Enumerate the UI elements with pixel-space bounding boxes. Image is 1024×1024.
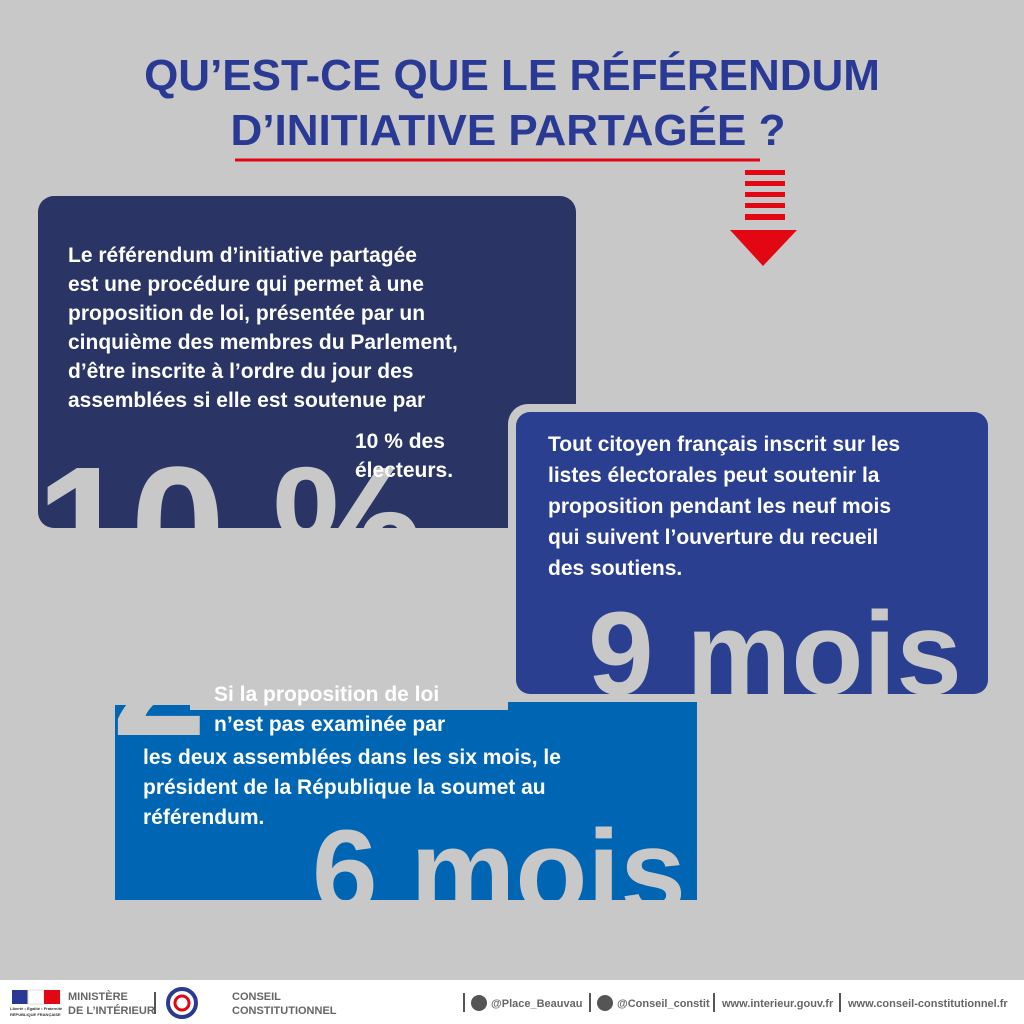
twitter-icon — [597, 995, 613, 1011]
council-logo — [166, 987, 198, 1019]
link: @Conseil_constit — [617, 998, 710, 1010]
text-line: proposition pendant les neuf mois — [548, 495, 891, 518]
text-line: cinquième des membres du Parlement, — [68, 331, 458, 354]
big-number: 9 mois — [588, 588, 962, 720]
text-line: des soutiens. — [548, 557, 682, 580]
motto: Liberté • Égalité • Fraternité — [10, 1006, 63, 1011]
link: @Place_Beauvau — [491, 998, 582, 1010]
text-line: électeurs. — [355, 459, 453, 482]
box — [516, 412, 988, 694]
council: CONSTITUTIONNEL — [232, 1005, 337, 1017]
text-line: Si la proposition de loi — [214, 683, 439, 706]
big-number: 10 % — [36, 432, 423, 622]
text-line: Le référendum d’initiative partagée — [68, 244, 417, 267]
link: www.conseil-constitutionnel.fr — [847, 998, 1008, 1010]
ministry: DE L’INTÉRIEUR — [68, 1004, 155, 1017]
box — [115, 702, 697, 900]
text-line: Tout citoyen français inscrit sur les — [548, 433, 900, 456]
title: D’INITIATIVE PARTAGÉE ? — [231, 105, 786, 155]
flag — [12, 990, 28, 1004]
flag — [44, 990, 60, 1004]
text-line: listes électorales peut soutenir la — [548, 464, 880, 487]
arrow — [730, 170, 797, 266]
text-line: assemblées si elle est soutenue par — [68, 389, 425, 412]
footer — [0, 980, 1024, 1024]
box — [38, 196, 576, 528]
motto: RÉPUBLIQUE FRANÇAISE — [10, 1012, 61, 1017]
text-line: est une procédure qui permet à une — [68, 273, 424, 296]
council: CONSEIL — [232, 991, 281, 1003]
text-line: référendum. — [143, 806, 264, 829]
text-line: 10 % des — [355, 430, 445, 453]
text-line: qui suivent l’ouverture du recueil — [548, 526, 878, 549]
ministry: MINISTÈRE — [68, 990, 128, 1003]
text-line: président de la République la soumet au — [143, 776, 546, 799]
flag — [27, 989, 45, 1005]
twitter-icon — [471, 995, 487, 1011]
link: www.interieur.gouv.fr — [721, 998, 834, 1010]
council-logo — [173, 994, 191, 1012]
title: QU’EST-CE QUE LE RÉFÉRENDUM — [144, 50, 880, 100]
text-line: proposition de loi, présentée par un — [68, 302, 425, 325]
text-line: n’est pas examinée par — [214, 713, 445, 736]
text-line: d’être inscrite à l’ordre du jour des — [68, 360, 413, 383]
step-number: 2 — [112, 582, 207, 772]
big-number: 6 mois — [312, 806, 686, 938]
text-line: les deux assemblées dans les six mois, l… — [143, 746, 561, 769]
